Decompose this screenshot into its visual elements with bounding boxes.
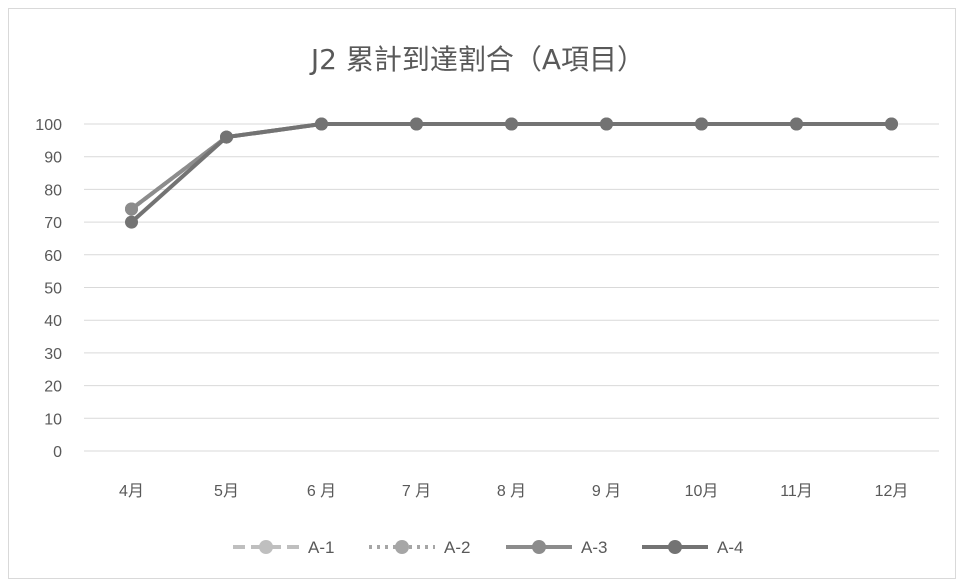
x-tick-label: 7 月 xyxy=(402,483,431,500)
y-tick-label: 90 xyxy=(44,150,62,167)
gridlines xyxy=(84,123,939,452)
series-line-A-4 xyxy=(130,122,892,224)
data-point-A-4 xyxy=(790,117,803,131)
data-point-A-4 xyxy=(410,117,423,131)
series-layer xyxy=(125,117,898,229)
series-line-A-1 xyxy=(130,122,892,211)
data-point-A-4 xyxy=(695,117,708,131)
x-tick-label: 8 月 xyxy=(497,483,526,500)
legend-marker-A-1 xyxy=(259,540,273,554)
x-tick-label: 6 月 xyxy=(307,483,336,500)
x-tick-label: 11月 xyxy=(780,483,813,500)
legend-marker-A-3 xyxy=(532,540,546,554)
legend-marker-A-2 xyxy=(395,540,409,554)
data-point-A-4 xyxy=(220,130,233,144)
y-tick-label: 60 xyxy=(44,248,62,265)
x-tick-label: 5月 xyxy=(214,483,239,500)
legend-label-A-4: A-4 xyxy=(717,538,743,557)
legend-label-A-2: A-2 xyxy=(444,538,470,557)
y-tick-label: 0 xyxy=(53,444,62,461)
legend-marker-A-4 xyxy=(668,540,682,554)
data-point-A-3 xyxy=(125,202,138,216)
y-tick-label: 100 xyxy=(35,117,62,134)
legend-label-A-3: A-3 xyxy=(581,538,607,557)
x-axis-ticks: 4月 5月 6 月 7 月 8 月 9 月 10月 11月 12月 xyxy=(119,483,908,500)
legend-label-A-1: A-1 xyxy=(308,538,334,557)
y-axis-ticks: 0 10 20 30 40 50 60 70 80 90 100 xyxy=(35,117,62,461)
chart-frame xyxy=(8,8,956,579)
data-point-A-4 xyxy=(315,117,328,131)
series-line-A-2 xyxy=(130,122,892,211)
y-tick-label: 80 xyxy=(44,182,62,199)
x-tick-label: 10月 xyxy=(685,483,719,500)
data-point-A-4 xyxy=(505,117,518,131)
y-tick-label: 10 xyxy=(44,411,62,428)
y-tick-label: 50 xyxy=(44,281,62,298)
x-tick-label: 12月 xyxy=(875,483,909,500)
y-tick-label: 30 xyxy=(44,346,62,363)
y-tick-label: 20 xyxy=(44,379,62,396)
data-point-A-4 xyxy=(600,117,613,131)
legend: A-1 A-2 A-3 A-4 xyxy=(233,538,743,557)
data-point-A-4 xyxy=(885,117,898,131)
x-tick-label: 9 月 xyxy=(592,483,621,500)
x-tick-label: 4月 xyxy=(119,483,144,500)
series-line-A-3 xyxy=(130,122,892,211)
chart-title: J2 累計到達割合（A項目） xyxy=(310,43,646,76)
data-point-A-4 xyxy=(125,215,138,229)
y-tick-label: 40 xyxy=(44,313,62,330)
y-tick-label: 70 xyxy=(44,215,62,232)
